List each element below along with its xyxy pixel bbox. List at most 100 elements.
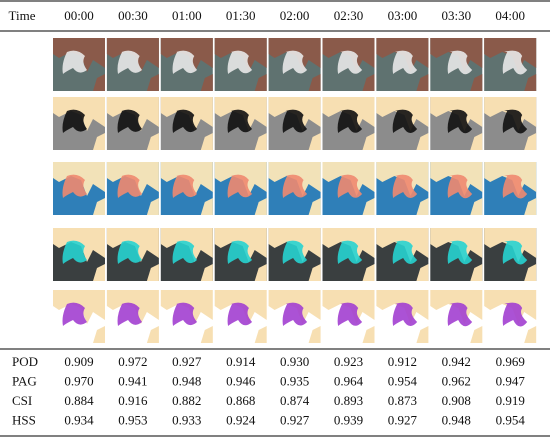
metric-name: PAG [12, 373, 37, 388]
image-land [362, 133, 375, 150]
metric-value: 0.909 [64, 354, 93, 369]
detection-region [392, 109, 418, 134]
metric-value: 0.874 [280, 393, 310, 408]
detection-region [502, 302, 528, 327]
detection-region [502, 174, 528, 199]
metric-value: 0.927 [172, 354, 202, 369]
map-image [376, 228, 429, 281]
map-image [106, 228, 159, 281]
detection-region [502, 240, 528, 265]
time-label: 02:30 [334, 8, 364, 23]
detection-region [62, 240, 87, 264]
detection-region [282, 50, 308, 74]
detection-region [172, 174, 198, 198]
image-land [254, 198, 267, 215]
detection-region [282, 240, 308, 264]
map-image [106, 290, 159, 343]
image-land [416, 133, 429, 150]
detection-region [172, 50, 198, 74]
image-land [93, 264, 105, 281]
detection-region [447, 302, 473, 327]
detection-region [227, 50, 253, 74]
detection-region [282, 302, 308, 326]
map-image [484, 228, 537, 281]
metric-value: 0.882 [172, 393, 201, 408]
map-image [376, 38, 429, 91]
detection-region [172, 240, 198, 264]
image-land [146, 74, 159, 91]
image-land [362, 74, 375, 91]
detection-region [392, 50, 418, 75]
image-land [416, 264, 429, 281]
detection-region [337, 240, 363, 264]
map-image [322, 38, 375, 91]
detection-region [62, 174, 87, 198]
image-land [93, 74, 105, 91]
metric-value: 0.954 [496, 412, 526, 427]
image-land [470, 198, 483, 215]
detection-region [117, 302, 143, 326]
image-land [362, 198, 375, 215]
map-image [160, 38, 213, 91]
metric-value: 0.927 [280, 412, 310, 427]
image-land [470, 326, 483, 343]
metric-value: 0.924 [226, 412, 256, 427]
image-land [470, 74, 483, 91]
map-image [376, 97, 429, 150]
image-land [200, 264, 213, 281]
detection-region [502, 50, 528, 75]
image-land [146, 264, 159, 281]
map-image [53, 162, 105, 215]
map-image [484, 162, 537, 215]
detection-region [282, 109, 308, 133]
detection-region [282, 174, 308, 198]
map-image [484, 38, 537, 91]
map-image [106, 97, 159, 150]
metric-value: 0.912 [388, 354, 417, 369]
metric-value: 0.930 [280, 354, 309, 369]
map-image [53, 97, 105, 150]
image-land [308, 74, 321, 91]
detection-region [62, 109, 87, 133]
map-image [268, 290, 321, 343]
map-image [268, 97, 321, 150]
image-land [524, 74, 537, 91]
detection-region [117, 109, 143, 133]
metric-value: 0.962 [442, 373, 471, 388]
image-land [416, 198, 429, 215]
metric-name: CSI [12, 393, 32, 408]
detection-region [172, 109, 198, 133]
detection-region [172, 302, 198, 326]
time-label: 02:00 [280, 8, 310, 23]
time-label: 03:00 [388, 8, 418, 23]
time-label: 00:00 [64, 8, 94, 23]
metric-value: 0.919 [496, 393, 525, 408]
image-land [254, 264, 267, 281]
map-image [53, 38, 105, 91]
metric-value: 0.970 [64, 373, 93, 388]
map-image [484, 97, 537, 150]
metric-name: HSS [12, 412, 36, 427]
image-land [470, 264, 483, 281]
detection-region [117, 50, 143, 74]
image-land [416, 74, 429, 91]
time-label: 01:30 [226, 8, 256, 23]
map-image [430, 290, 483, 343]
metric-value: 0.916 [118, 393, 148, 408]
map-image [322, 162, 375, 215]
image-land [93, 326, 105, 343]
time-label: 03:30 [441, 8, 471, 23]
image-land [308, 133, 321, 150]
detection-region [337, 174, 363, 198]
map-image [376, 290, 429, 343]
detection-region [447, 174, 473, 199]
metric-value: 0.948 [442, 412, 471, 427]
metric-value: 0.873 [388, 393, 417, 408]
map-image [214, 97, 267, 150]
map-image [430, 97, 483, 150]
metric-value: 0.933 [172, 412, 201, 427]
map-image [160, 290, 213, 343]
image-land [308, 264, 321, 281]
